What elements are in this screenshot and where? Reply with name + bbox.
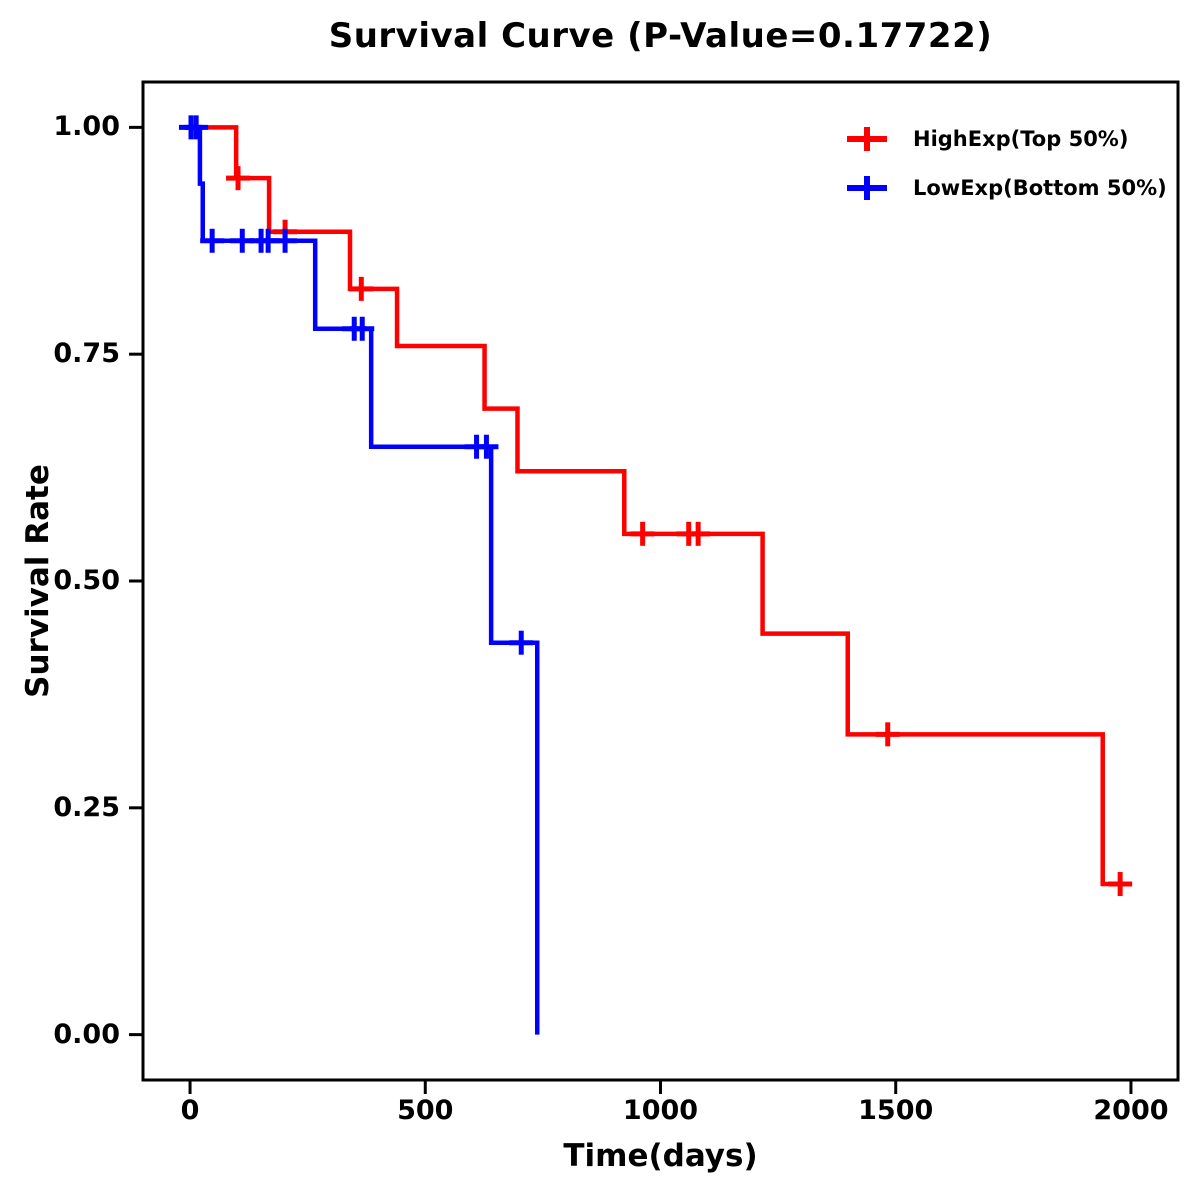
y-tick-label: 0.75 — [53, 338, 120, 370]
lowexp-plus-marker-icon — [847, 176, 887, 200]
x-tick-label: 1500 — [858, 1095, 934, 1126]
legend-label-highexp: HighExp(Top 50%) — [913, 127, 1129, 151]
legend-entry-lowexp: LowExp(Bottom 50%) — [845, 173, 1167, 203]
y-tick-label: 0.25 — [53, 791, 120, 823]
lowexp-curve — [190, 125, 540, 1035]
chart-title: Survival Curve (P-Value=0.17722) — [328, 16, 993, 56]
highexp-curve — [190, 125, 1132, 887]
y-tick-label: 0.00 — [53, 1018, 120, 1050]
x-tick-label: 2000 — [1093, 1095, 1169, 1126]
x-tick-label: 0 — [180, 1095, 200, 1126]
x-tick-label: 500 — [397, 1095, 454, 1126]
y-tick-label: 0.50 — [53, 565, 120, 596]
legend-label-lowexp: LowExp(Bottom 50%) — [913, 176, 1167, 200]
legend-entry-highexp: HighExp(Top 50%) — [845, 124, 1128, 154]
y-tick-label: 1.00 — [53, 111, 120, 143]
highexp-plus-marker-icon — [847, 127, 887, 151]
x-tick-label: 1000 — [622, 1095, 699, 1126]
x-axis-label: Time(days) — [563, 1138, 758, 1174]
